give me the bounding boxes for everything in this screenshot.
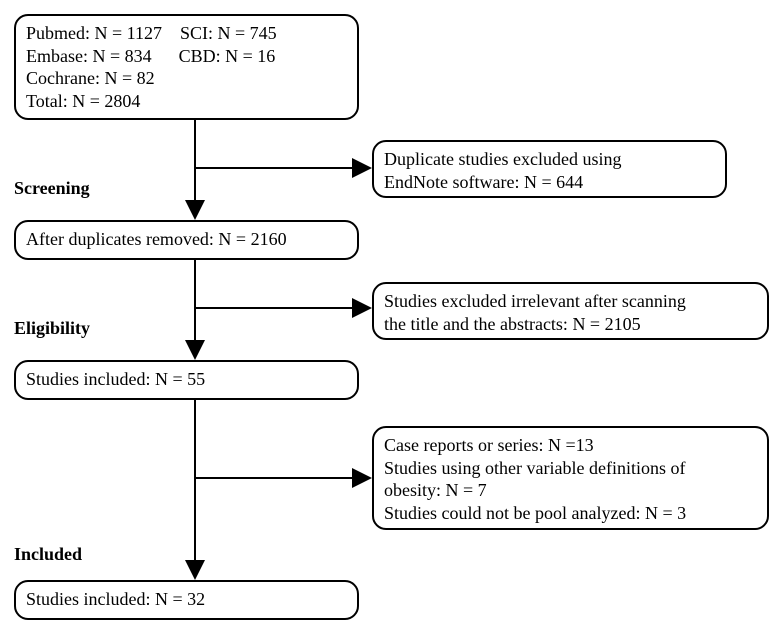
- sources-row-1: Embase: N = 834 CBD: N = 16: [26, 45, 347, 68]
- exclusion3-line-0: Case reports or series: N =13: [384, 434, 757, 457]
- sources-row-0: Pubmed: N = 1127 SCI: N = 745: [26, 22, 347, 45]
- exclusion2-line-0: Studies excluded irrelevant after scanni…: [384, 290, 757, 313]
- exclusion2-line-1: the title and the abstracts: N = 2105: [384, 313, 757, 336]
- exclusion3-line-1: Studies using other variable definitions…: [384, 457, 757, 480]
- studies-32-text: Studies included: N = 32: [26, 589, 205, 609]
- exclusion-title-abstract-box: Studies excluded irrelevant after scanni…: [372, 282, 769, 340]
- studies-32-box: Studies included: N = 32: [14, 580, 359, 620]
- exclusion-other-box: Case reports or series: N =13 Studies us…: [372, 426, 769, 530]
- stage-label-eligibility: Eligibility: [14, 318, 90, 339]
- sources-row-2: Cochrane: N = 82: [26, 67, 347, 90]
- after-duplicates-box: After duplicates removed: N = 2160: [14, 220, 359, 260]
- exclusion3-line-2: obesity: N = 7: [384, 479, 757, 502]
- studies-55-box: Studies included: N = 55: [14, 360, 359, 400]
- studies-55-text: Studies included: N = 55: [26, 369, 205, 389]
- prisma-flowchart: Pubmed: N = 1127 SCI: N = 745 Embase: N …: [0, 0, 782, 630]
- exclusion3-line-3: Studies could not be pool analyzed: N = …: [384, 502, 757, 525]
- sources-row-3: Total: N = 2804: [26, 90, 347, 113]
- exclusion1-line-1: EndNote software: N = 644: [384, 171, 715, 194]
- exclusion1-line-0: Duplicate studies excluded using: [384, 148, 715, 171]
- stage-label-included: Included: [14, 544, 82, 565]
- sources-box: Pubmed: N = 1127 SCI: N = 745 Embase: N …: [14, 14, 359, 120]
- stage-label-screening: Screening: [14, 178, 90, 199]
- exclusion-duplicates-box: Duplicate studies excluded using EndNote…: [372, 140, 727, 198]
- after-duplicates-text: After duplicates removed: N = 2160: [26, 229, 287, 249]
